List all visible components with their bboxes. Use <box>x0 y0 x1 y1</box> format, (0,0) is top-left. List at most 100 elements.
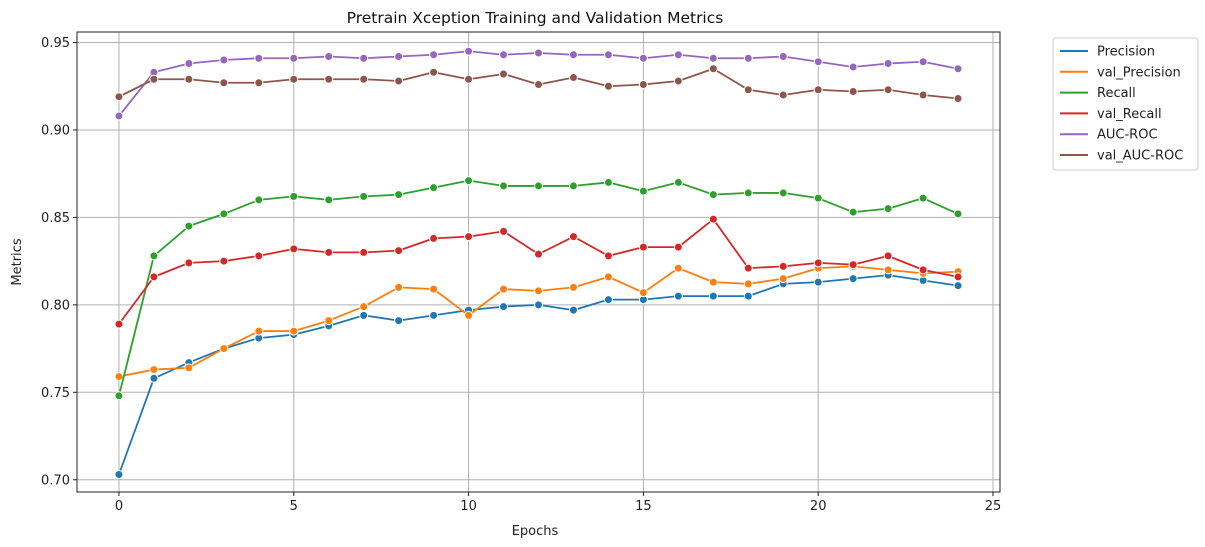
data-point <box>568 305 578 315</box>
data-point <box>114 319 124 329</box>
legend-label: val_Recall <box>1097 107 1162 122</box>
data-point <box>848 260 858 270</box>
data-point <box>324 195 334 205</box>
data-point <box>918 90 928 100</box>
series-val-precision <box>114 261 963 382</box>
data-point <box>603 50 613 60</box>
data-point <box>603 251 613 261</box>
data-point <box>778 51 788 61</box>
data-point <box>184 74 194 84</box>
data-point <box>429 310 439 320</box>
data-point <box>464 232 474 242</box>
legend-box <box>1052 37 1199 171</box>
data-point <box>673 291 683 301</box>
data-point <box>149 251 159 261</box>
data-point <box>638 53 648 63</box>
y-tick-label: 0.75 <box>41 386 70 401</box>
data-point <box>219 209 229 219</box>
data-point <box>394 316 404 326</box>
chart-title: Pretrain Xception Training and Validatio… <box>347 9 724 27</box>
data-point <box>324 247 334 257</box>
x-tick-label: 5 <box>290 499 298 514</box>
data-point <box>638 186 648 196</box>
y-tick-label: 0.80 <box>41 298 70 313</box>
data-point <box>289 244 299 254</box>
series-val-auc-roc <box>114 64 963 103</box>
data-point <box>708 291 718 301</box>
y-tick-label: 0.90 <box>41 123 70 138</box>
x-tick-label: 25 <box>985 499 1002 514</box>
data-point <box>429 233 439 243</box>
data-point <box>813 85 823 95</box>
data-point <box>883 265 893 275</box>
data-point <box>743 291 753 301</box>
data-point <box>289 326 299 336</box>
data-point <box>568 232 578 242</box>
data-point <box>394 190 404 200</box>
data-point <box>359 302 369 312</box>
legend-label: Recall <box>1097 86 1136 101</box>
x-axis-title: Epochs <box>512 524 559 539</box>
plot-area <box>76 31 1001 493</box>
data-point <box>289 191 299 201</box>
data-point <box>114 372 124 382</box>
data-point <box>464 176 474 186</box>
x-tick-label: 0 <box>115 499 123 514</box>
data-point <box>673 76 683 86</box>
data-point <box>499 181 509 191</box>
data-point <box>848 86 858 96</box>
series-lines <box>114 46 963 480</box>
data-point <box>918 193 928 203</box>
data-point <box>114 92 124 102</box>
data-point <box>219 256 229 266</box>
data-point <box>953 272 963 282</box>
data-point <box>883 85 893 95</box>
data-point <box>848 274 858 284</box>
data-point <box>429 67 439 77</box>
y-axis-title: Metrics <box>10 238 25 285</box>
data-point <box>848 62 858 72</box>
data-point <box>429 284 439 294</box>
series-line <box>118 265 959 378</box>
x-tick-label: 20 <box>810 499 827 514</box>
data-point <box>394 76 404 86</box>
legend-label: val_AUC-ROC <box>1097 149 1183 164</box>
data-point <box>778 274 788 284</box>
data-point <box>568 50 578 60</box>
data-point <box>184 58 194 68</box>
data-point <box>359 247 369 257</box>
data-point <box>568 282 578 292</box>
data-point <box>324 316 334 326</box>
data-point <box>114 470 124 480</box>
data-point <box>638 79 648 89</box>
data-point <box>324 51 334 61</box>
data-point <box>394 51 404 61</box>
data-point <box>499 69 509 79</box>
data-point <box>289 74 299 84</box>
data-point <box>149 373 159 383</box>
data-point <box>883 58 893 68</box>
y-tick-label: 0.85 <box>41 211 70 226</box>
data-point <box>254 251 264 261</box>
data-point <box>289 53 299 63</box>
series-auc-roc <box>114 46 963 121</box>
data-point <box>673 177 683 187</box>
data-point <box>638 288 648 298</box>
data-point <box>184 221 194 231</box>
data-point <box>918 265 928 275</box>
y-tick-label: 0.95 <box>41 36 70 51</box>
data-point <box>254 326 264 336</box>
series-precision <box>114 270 963 480</box>
data-point <box>464 310 474 320</box>
data-point <box>464 74 474 84</box>
data-point <box>883 204 893 214</box>
data-point <box>149 272 159 282</box>
data-point <box>534 48 543 58</box>
data-point <box>534 79 543 89</box>
data-point <box>778 188 788 198</box>
data-point <box>813 57 823 67</box>
data-point <box>743 279 753 289</box>
data-point <box>464 46 474 56</box>
data-point <box>534 249 543 259</box>
